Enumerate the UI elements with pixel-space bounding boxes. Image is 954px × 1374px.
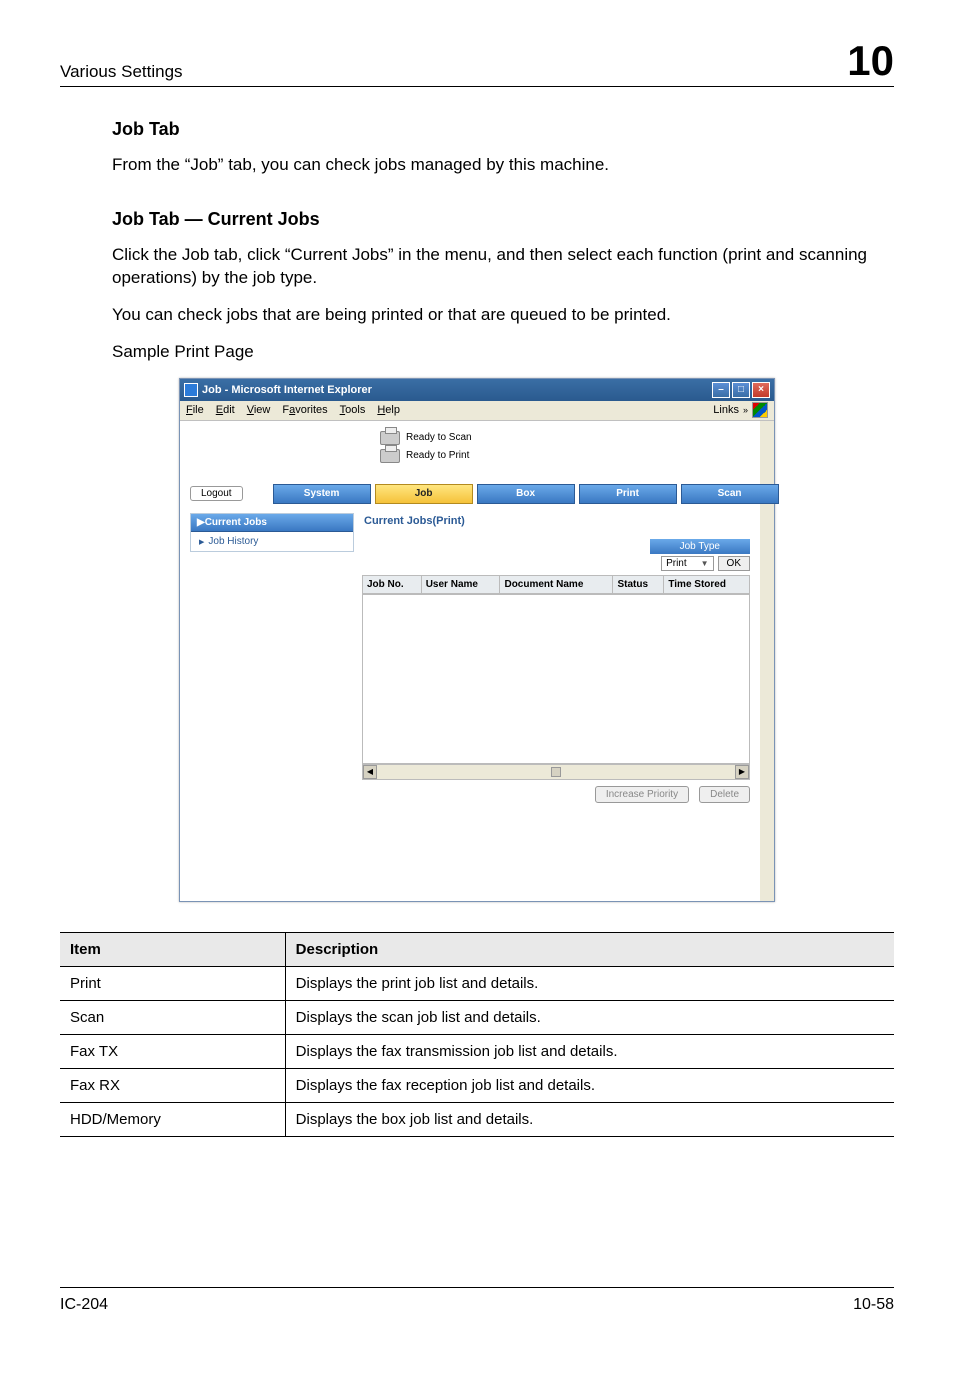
job-type-label: Job Type bbox=[650, 539, 750, 554]
tab-scan[interactable]: Scan bbox=[681, 484, 779, 504]
close-button[interactable]: × bbox=[752, 382, 770, 398]
job-type-select[interactable]: Print ▼ bbox=[661, 556, 713, 571]
window-title: Job - Microsoft Internet Explorer bbox=[202, 384, 372, 396]
cell: Fax TX bbox=[60, 1034, 285, 1068]
scroll-left-button[interactable]: ◀ bbox=[363, 765, 377, 779]
minimize-button[interactable]: – bbox=[712, 382, 730, 398]
tab-box[interactable]: Box bbox=[477, 484, 575, 504]
logout-button[interactable]: Logout bbox=[190, 486, 243, 501]
scroll-right-button[interactable]: ▶ bbox=[735, 765, 749, 779]
printer-icon bbox=[380, 431, 400, 445]
tab-print[interactable]: Print bbox=[579, 484, 677, 504]
side-current-jobs[interactable]: ▶Current Jobs bbox=[191, 514, 353, 532]
chevron-right-icon: » bbox=[743, 405, 748, 415]
printer-icon bbox=[380, 449, 400, 463]
cell: Displays the box job list and details. bbox=[285, 1102, 894, 1136]
cell: Displays the fax reception job list and … bbox=[285, 1068, 894, 1102]
menu-edit[interactable]: Edit bbox=[216, 404, 235, 416]
side-job-history[interactable]: Job History bbox=[191, 532, 353, 551]
maximize-button[interactable]: □ bbox=[732, 382, 750, 398]
table-row: HDD/MemoryDisplays the box job list and … bbox=[60, 1102, 894, 1136]
footer-right: 10-58 bbox=[853, 1296, 894, 1314]
delete-button[interactable]: Delete bbox=[699, 786, 750, 803]
table-row: PrintDisplays the print job list and det… bbox=[60, 966, 894, 1000]
menu-help[interactable]: Help bbox=[377, 404, 400, 416]
flag-icon[interactable] bbox=[752, 402, 768, 418]
section-title-1: Job Tab bbox=[112, 119, 894, 140]
ie-icon bbox=[184, 383, 198, 397]
cell: Displays the print job list and details. bbox=[285, 966, 894, 1000]
title-bar: Job - Microsoft Internet Explorer – □ × bbox=[180, 379, 774, 401]
paragraph: You can check jobs that are being printe… bbox=[112, 304, 894, 327]
menu-tools[interactable]: Tools bbox=[340, 404, 366, 416]
cell: Displays the fax transmission job list a… bbox=[285, 1034, 894, 1068]
table-row: ScanDisplays the scan job list and detai… bbox=[60, 1000, 894, 1034]
section-title-2: Job Tab — Current Jobs bbox=[112, 209, 894, 230]
chapter-number: 10 bbox=[847, 40, 894, 82]
paragraph: Click the Job tab, click “Current Jobs” … bbox=[112, 244, 894, 290]
cell: HDD/Memory bbox=[60, 1102, 285, 1136]
cell: Print bbox=[60, 966, 285, 1000]
side-head-label: Current Jobs bbox=[205, 517, 267, 528]
job-type-select-value: Print bbox=[666, 558, 687, 569]
col-time-stored: Time Stored bbox=[664, 575, 750, 593]
table-row: Fax RXDisplays the fax reception job lis… bbox=[60, 1068, 894, 1102]
browser-window: Job - Microsoft Internet Explorer – □ × … bbox=[179, 378, 775, 902]
menu-file[interactable]: File bbox=[186, 404, 204, 416]
description-table: Item Description PrintDisplays the print… bbox=[60, 932, 894, 1137]
scroll-thumb[interactable] bbox=[551, 767, 561, 777]
horizontal-scrollbar[interactable]: ◀ ▶ bbox=[362, 764, 750, 780]
printer-status: Ready to Scan Ready to Print bbox=[380, 429, 750, 465]
cell: Displays the scan job list and details. bbox=[285, 1000, 894, 1034]
col-status: Status bbox=[613, 575, 664, 593]
jobs-table: Job No. User Name Document Name Status T… bbox=[362, 575, 750, 594]
menu-favorites[interactable]: Favorites bbox=[282, 404, 327, 416]
status-ready-scan: Ready to Scan bbox=[406, 432, 472, 443]
increase-priority-button[interactable]: Increase Priority bbox=[595, 786, 689, 803]
paragraph: From the “Job” tab, you can check jobs m… bbox=[112, 154, 894, 177]
links-label[interactable]: Links bbox=[713, 404, 739, 416]
main-panel-title: Current Jobs(Print) bbox=[364, 515, 750, 527]
paragraph: Sample Print Page bbox=[112, 341, 894, 364]
header-left: Various Settings bbox=[60, 62, 183, 82]
desc-head-description: Description bbox=[285, 932, 894, 966]
col-user-name: User Name bbox=[421, 575, 500, 593]
status-ready-print: Ready to Print bbox=[406, 450, 469, 461]
footer-left: IC-204 bbox=[60, 1296, 108, 1314]
table-row: Fax TXDisplays the fax transmission job … bbox=[60, 1034, 894, 1068]
desc-head-item: Item bbox=[60, 932, 285, 966]
menu-bar: File Edit View Favorites Tools Help Link… bbox=[180, 401, 774, 421]
side-panel: ▶Current Jobs Job History bbox=[190, 513, 354, 552]
tab-system[interactable]: System bbox=[273, 484, 371, 504]
chevron-down-icon: ▼ bbox=[701, 559, 709, 568]
ok-button[interactable]: OK bbox=[718, 556, 750, 571]
tab-job[interactable]: Job bbox=[375, 484, 473, 504]
cell: Scan bbox=[60, 1000, 285, 1034]
col-job-no: Job No. bbox=[363, 575, 422, 593]
col-document-name: Document Name bbox=[500, 575, 613, 593]
menu-view[interactable]: View bbox=[247, 404, 271, 416]
jobs-table-body bbox=[362, 594, 750, 764]
cell: Fax RX bbox=[60, 1068, 285, 1102]
